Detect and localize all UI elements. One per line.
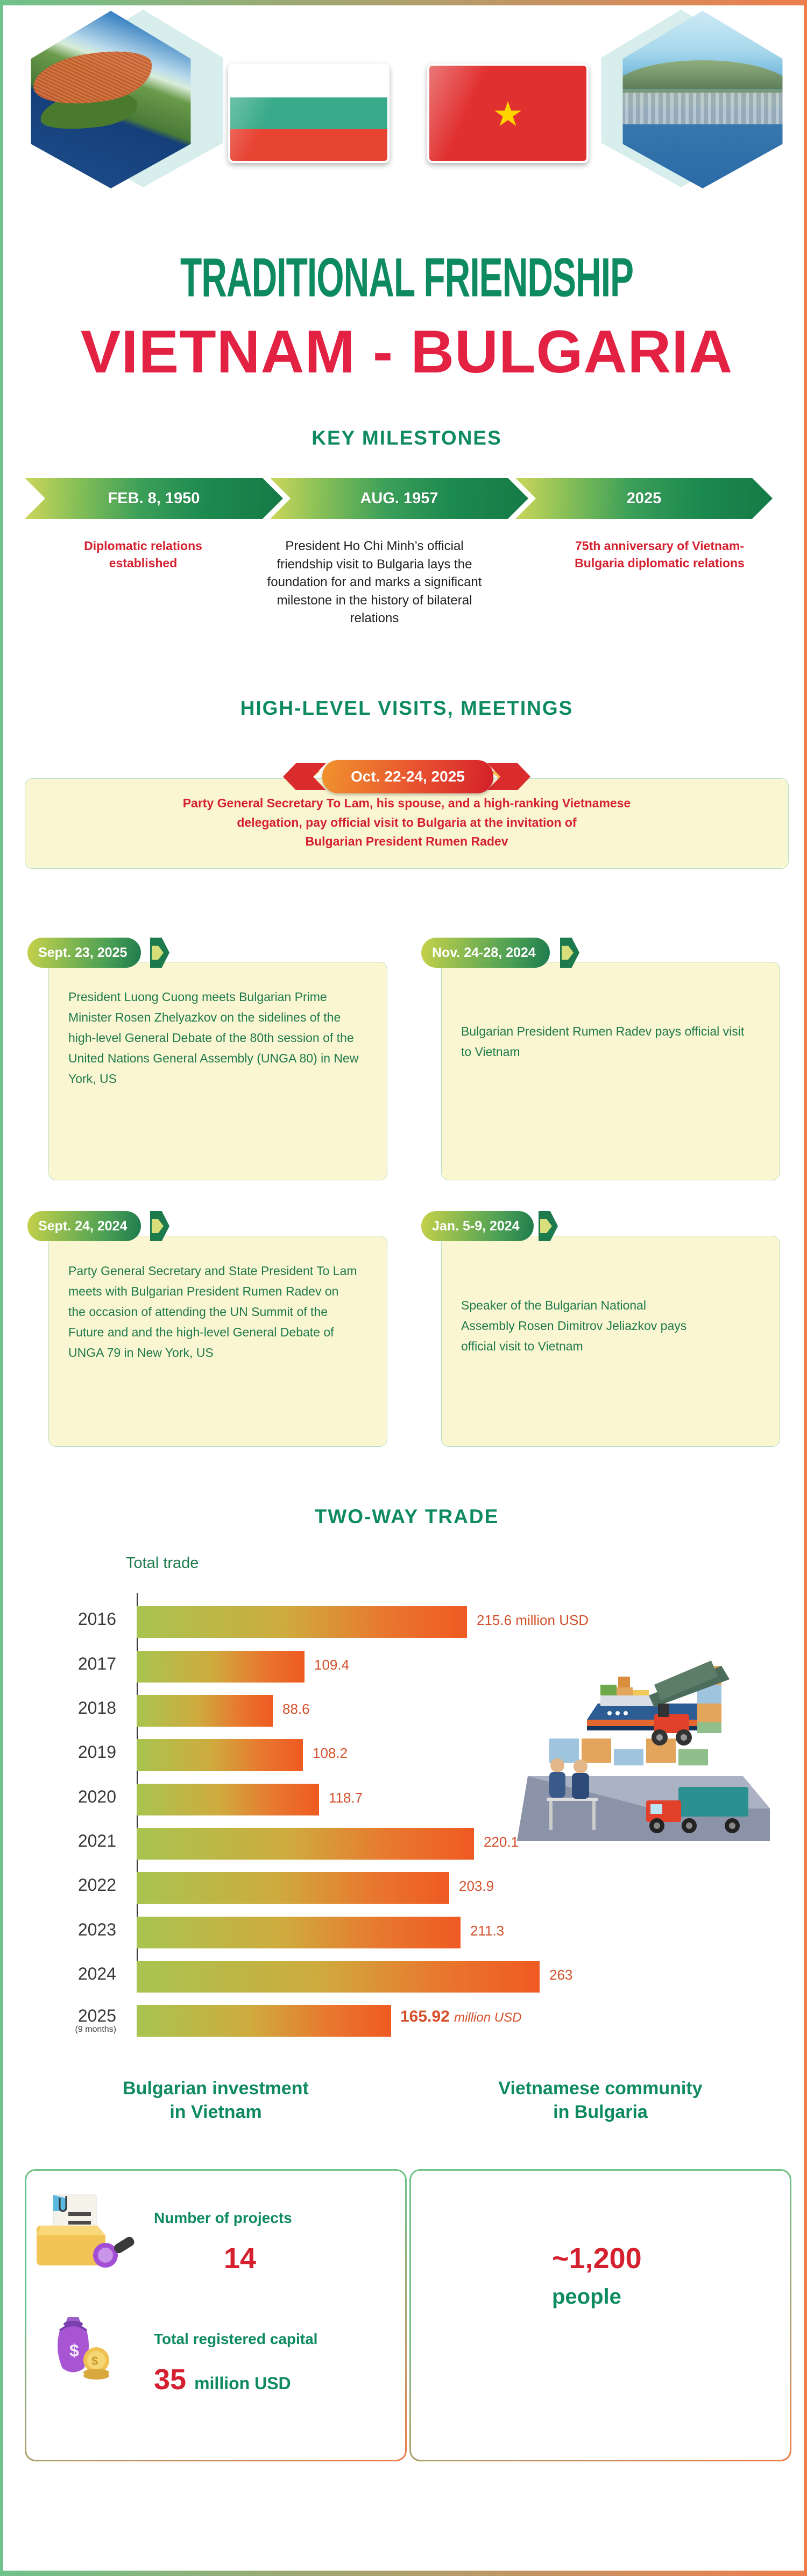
svg-text:$: $: [91, 2354, 98, 2368]
svg-text:$: $: [69, 2341, 79, 2360]
